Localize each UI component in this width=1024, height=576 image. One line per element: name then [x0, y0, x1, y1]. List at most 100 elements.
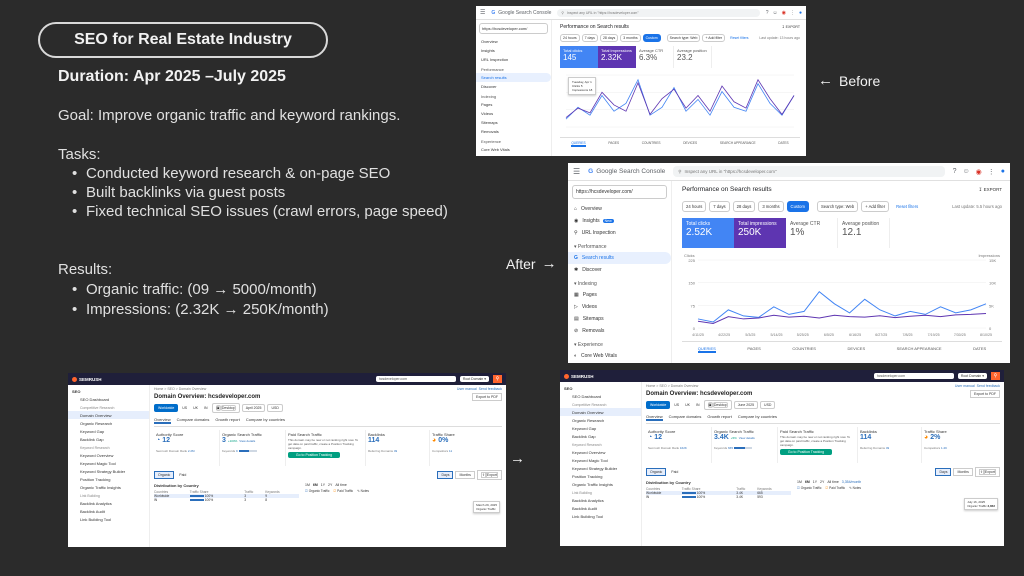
period-2y[interactable]: 2Y	[820, 480, 825, 484]
months-button[interactable]: Months	[455, 471, 475, 479]
nav-overview[interactable]: Overview	[481, 39, 498, 44]
nav-discover[interactable]: Discover	[481, 84, 497, 89]
period-2y[interactable]: 2Y	[328, 483, 333, 487]
period-1m[interactable]: 1M	[797, 480, 802, 484]
export-button[interactable]: ↧ EXPORT	[782, 25, 800, 29]
export-pdf-button[interactable]: Export to PDF	[970, 390, 1000, 398]
card-organic-traffic[interactable]: Organic Search Traffic 3.4K +5% View det…	[712, 427, 778, 463]
export-button[interactable]: ⇧ Export	[974, 467, 1000, 477]
root-domain-dropdown[interactable]: Root Domain ▾	[459, 376, 489, 382]
apps-icon[interactable]: ⋮	[987, 168, 995, 176]
filter-custom[interactable]: Custom	[642, 34, 661, 42]
add-filter-button[interactable]: + Add filter	[861, 201, 890, 212]
tab-search-appearance[interactable]: SEARCH APPEARANCE	[896, 346, 942, 351]
period-6m[interactable]: 6M	[804, 480, 810, 484]
date-dropdown[interactable]: June 2025	[733, 401, 759, 409]
avatar[interactable]: ●	[798, 9, 802, 16]
filter-28d[interactable]: 28 days	[732, 201, 756, 212]
reset-filters-link[interactable]: Reset filters	[730, 36, 749, 40]
card-paid-traffic[interactable]: Paid Search Traffic This domain may be n…	[286, 430, 366, 466]
domain-search-input[interactable]: hcsdeveloper.com	[375, 376, 456, 382]
table-row[interactable]: Worldwide 100% 3 9	[154, 494, 299, 498]
sidebar-keyword-magic-tool[interactable]: Keyword Magic Tool	[80, 460, 116, 466]
position-tracking-button[interactable]: Go to Position Tracking	[780, 449, 832, 455]
sidebar-link-building-tool[interactable]: Link Building Tool	[80, 516, 112, 522]
legend-organic[interactable]: ☑ Organic Traffic	[305, 489, 329, 493]
sidebar-seo-dashboard[interactable]: SEO Dashboard	[80, 396, 110, 402]
country-in[interactable]: IN	[204, 406, 208, 410]
card-organic-traffic[interactable]: Organic Search Traffic 3 +100% View deta…	[220, 430, 286, 466]
nav-sitemaps[interactable]: Sitemaps	[481, 120, 498, 125]
legend-organic[interactable]: ☑ Organic Traffic	[797, 486, 821, 490]
sidebar-backlink-audit[interactable]: Backlink Audit	[80, 508, 105, 514]
tab-compare-domains[interactable]: Compare domains	[176, 417, 210, 422]
tab-search-appearance[interactable]: SEARCH APPEARANCE	[719, 141, 756, 145]
sidebar-organic-traffic-insights[interactable]: Organic Traffic Insights	[572, 481, 613, 487]
sidebar-seo[interactable]: SEO	[564, 385, 573, 391]
legend-notes[interactable]: ✎ Notes	[357, 489, 369, 493]
nav-sitemaps[interactable]: ▤ Sitemaps	[568, 313, 671, 325]
sidebar-seo[interactable]: SEO	[72, 388, 81, 394]
nav-videos[interactable]: ▷ Videos	[568, 301, 671, 313]
people-icon[interactable]: ☺	[772, 9, 778, 16]
sidebar-keyword-strategy-builder[interactable]: Keyword Strategy Builder	[80, 468, 126, 474]
table-row[interactable]: Worldwide 100% 3.4K 665	[646, 491, 791, 495]
bell-icon[interactable]: ◉	[975, 168, 982, 176]
property-selector[interactable]: https://hcsdeveloper.com/	[479, 23, 548, 34]
legend-paid[interactable]: ☑ Paid Traffic	[333, 489, 353, 493]
sidebar-position-tracking[interactable]: Position Tracking	[80, 476, 111, 482]
tab-organic[interactable]: Organic	[154, 471, 175, 479]
filter-custom[interactable]: Custom	[786, 201, 809, 212]
period-6m[interactable]: 6M	[312, 483, 318, 487]
currency-dropdown[interactable]: USD	[267, 404, 283, 412]
tab-dates[interactable]: DATES	[778, 141, 789, 145]
domain-search-input[interactable]: hcsdeveloper.com	[873, 373, 954, 379]
country-in[interactable]: IN	[696, 403, 700, 407]
tab-overview[interactable]: Overview	[646, 414, 663, 421]
metric-ctr[interactable]: Average CTR 1%	[786, 218, 838, 248]
sidebar-backlink-analytics[interactable]: Backlink Analytics	[572, 497, 604, 503]
sidebar-keyword-gap[interactable]: Keyword Gap	[80, 428, 105, 434]
nav-section-experience[interactable]: Experience	[481, 139, 502, 144]
search-type-filter[interactable]: Search type: Web	[666, 34, 701, 42]
tab-devices[interactable]: DEVICES	[847, 346, 866, 351]
tab-paid[interactable]: Paid	[179, 473, 187, 477]
sidebar-keyword-gap[interactable]: Keyword Gap	[572, 425, 597, 431]
sidebar-backlink-analytics[interactable]: Backlink Analytics	[80, 500, 112, 506]
help-icon[interactable]: ?	[765, 9, 769, 16]
nav-search-results[interactable]: Search results	[476, 73, 551, 82]
nav-core-web-vitals[interactable]: Core Web Vitals	[481, 147, 510, 152]
card-traffic-share[interactable]: Traffic Share ◕ 0% Competitors 11	[430, 430, 490, 466]
months-button[interactable]: Months	[953, 468, 973, 476]
avatar[interactable]: ●	[1000, 168, 1005, 175]
nav-section-experience[interactable]: ▾ Experience	[568, 337, 671, 350]
nav-removals[interactable]: ⊘ Removals	[568, 325, 671, 337]
inspect-search-input[interactable]: ⚲ Inspect any URL in "https://hcsdevelope…	[673, 166, 945, 177]
sidebar-keyword-magic-tool[interactable]: Keyword Magic Tool	[572, 457, 608, 463]
table-row[interactable]: IN 100% 3.4K 593	[646, 495, 791, 499]
sidebar-organic-research[interactable]: Organic Research	[572, 417, 605, 423]
tab-queries[interactable]: QUERIES	[571, 141, 586, 147]
nav-search-results[interactable]: G Search results	[568, 252, 671, 264]
device-dropdown[interactable]: ▣ Desktop	[211, 403, 240, 413]
property-selector[interactable]: https://hcsdeveloper.com/	[572, 185, 667, 199]
period-1y[interactable]: 1Y	[812, 480, 818, 484]
legend-notes[interactable]: ✎ Notes	[849, 486, 861, 490]
card-paid-traffic[interactable]: Paid Search Traffic This domain may be n…	[778, 427, 858, 463]
tab-compare-countries[interactable]: Compare by countries	[245, 417, 285, 422]
card-authority-score[interactable]: Authority Score ◔ 12 Semrush Domain Rank…	[154, 430, 220, 466]
tab-overview[interactable]: Overview	[154, 417, 171, 424]
view-details-link[interactable]: View details	[239, 439, 256, 443]
sidebar-position-tracking[interactable]: Position Tracking	[572, 473, 603, 479]
tab-pages[interactable]: PAGES	[747, 346, 761, 351]
reset-filters-link[interactable]: Reset filters	[896, 204, 919, 209]
period-1y[interactable]: 1Y	[320, 483, 326, 487]
semrush-logo[interactable]: SEMRUSH	[564, 373, 594, 379]
tab-devices[interactable]: DEVICES	[683, 141, 698, 145]
days-button[interactable]: Days	[935, 468, 952, 476]
nav-url-inspection[interactable]: URL Inspection	[481, 57, 509, 62]
legend-paid[interactable]: ☑ Paid Traffic	[825, 486, 845, 490]
worldwide-button[interactable]: Worldwide	[646, 401, 671, 409]
nav-pages[interactable]: Pages	[481, 102, 493, 107]
tab-organic[interactable]: Organic	[646, 468, 667, 476]
